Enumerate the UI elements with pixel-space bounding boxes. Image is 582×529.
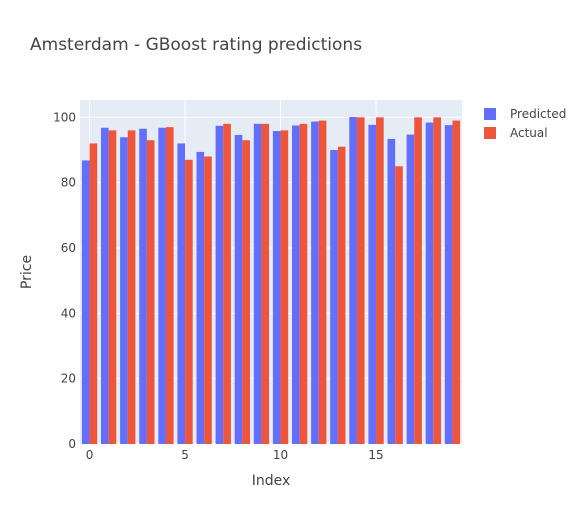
bar-predicted-9	[253, 123, 262, 444]
legend-swatch-predicted	[484, 108, 496, 120]
bar-actual-1	[108, 130, 117, 444]
bar-predicted-12	[311, 121, 319, 445]
bar-predicted-16	[387, 138, 396, 444]
bar-actual-13	[337, 146, 346, 444]
bar-actual-8	[242, 140, 250, 444]
bar-predicted-11	[292, 125, 300, 445]
bar-actual-0	[89, 143, 98, 444]
bar-predicted-0	[81, 160, 90, 445]
x-tick-label: 5	[181, 448, 189, 462]
plot-area-background	[80, 100, 462, 444]
bar-actual-17	[414, 117, 422, 445]
bar-actual-11	[299, 123, 308, 444]
y-tick-label: 20	[61, 372, 76, 386]
bar-actual-5	[185, 159, 193, 444]
y-tick-label: 80	[61, 176, 76, 190]
bar-predicted-18	[425, 122, 434, 444]
bar-predicted-19	[444, 125, 453, 445]
bar-actual-3	[146, 140, 155, 444]
legend-swatch-actual	[484, 127, 496, 139]
bar-actual-2	[127, 130, 136, 444]
y-tick-label: 40	[61, 306, 76, 320]
x-tick-label: 10	[273, 448, 288, 462]
bar-predicted-10	[272, 131, 281, 444]
legend-item-predicted[interactable]: Predicted	[484, 107, 566, 121]
bar-predicted-2	[120, 137, 128, 444]
bar-predicted-1	[101, 127, 109, 444]
bar-actual-4	[165, 127, 174, 445]
bar-actual-9	[261, 123, 270, 444]
x-tick-label: 15	[368, 448, 383, 462]
bar-predicted-6	[196, 151, 205, 444]
bar-predicted-3	[139, 128, 147, 444]
axis-ticks: 0 20 40 60 80 100 0 5 10 15	[53, 110, 384, 462]
bars	[81, 116, 461, 445]
bar-predicted-8	[234, 134, 243, 444]
bar-predicted-7	[215, 125, 224, 444]
bar-actual-6	[204, 156, 212, 445]
legend-label-predicted: Predicted	[510, 107, 566, 121]
bar-predicted-17	[406, 134, 415, 445]
x-axis-label: Index	[252, 473, 291, 489]
bar-actual-19	[452, 120, 461, 444]
bar-actual-16	[395, 166, 403, 444]
bar-actual-12	[318, 120, 327, 444]
x-tick-label: 0	[86, 448, 94, 462]
y-tick-label: 60	[61, 241, 76, 255]
bar-predicted-13	[330, 149, 338, 444]
y-tick-label: 100	[53, 110, 76, 124]
bar-predicted-14	[349, 116, 357, 444]
bar-predicted-4	[158, 127, 166, 444]
bar-actual-18	[433, 117, 441, 445]
legend-item-actual[interactable]: Actual	[484, 126, 548, 140]
bar-predicted-15	[368, 124, 377, 444]
legend-label-actual: Actual	[510, 126, 548, 140]
bar-predicted-5	[177, 143, 186, 444]
chart-title: Amsterdam - GBoost rating predictions	[30, 35, 362, 55]
y-tick-label: 0	[68, 437, 76, 451]
bar-actual-14	[356, 117, 365, 445]
bar-actual-15	[376, 117, 384, 445]
bar-actual-7	[223, 123, 231, 444]
legend[interactable]: Predicted Actual	[484, 107, 566, 140]
bar-actual-10	[280, 130, 289, 444]
y-axis-label: Price	[19, 255, 35, 289]
